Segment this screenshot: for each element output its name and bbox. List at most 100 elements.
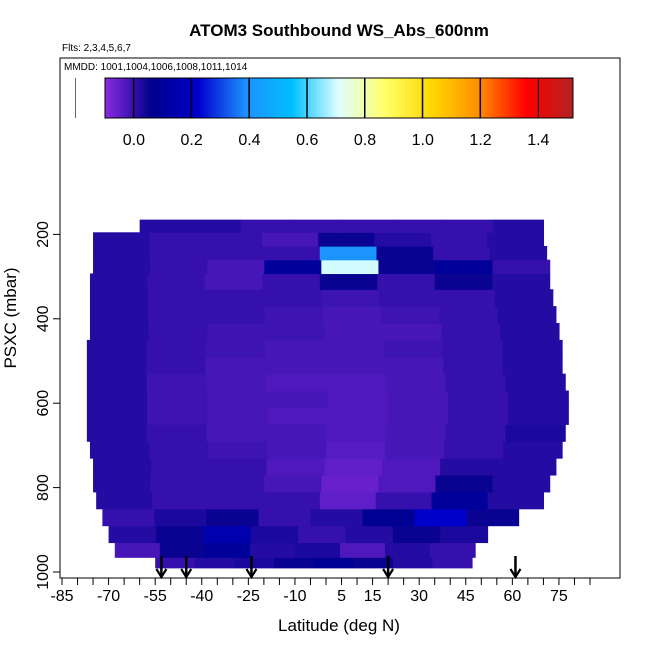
- heatmap-cell: [387, 407, 449, 425]
- heatmap-cell: [382, 458, 441, 476]
- heatmap-cell: [89, 306, 149, 324]
- heatmap-cell: [205, 339, 266, 358]
- heatmap-cell: [492, 219, 545, 233]
- heatmap-cell: [206, 373, 267, 392]
- heatmap-cell: [327, 390, 389, 409]
- heatmap-cell: [155, 525, 204, 544]
- heatmap-cell: [249, 542, 296, 558]
- heatmap-cell: [497, 306, 557, 324]
- x-axis-label: Latitude (deg N): [278, 616, 400, 635]
- heatmap-cell: [489, 246, 548, 261]
- heatmap-cell: [505, 424, 566, 442]
- heatmap-cell: [466, 508, 520, 527]
- heatmap-cell: [376, 246, 434, 261]
- heatmap-cell: [439, 306, 499, 324]
- heatmap-cell: [93, 232, 150, 247]
- heatmap-cell: [339, 542, 386, 558]
- heatmap-cell: [500, 323, 560, 341]
- x-tick-label: -10: [283, 588, 306, 605]
- heatmap-cell: [152, 491, 209, 510]
- y-axis-ticks: 200 400 600 800 1000: [35, 221, 60, 590]
- heatmap-cell: [207, 441, 268, 459]
- heatmap-cell: [502, 356, 563, 375]
- heatmap-cell: [93, 259, 151, 275]
- heatmap-cell: [155, 557, 196, 569]
- heatmap-cell: [203, 525, 252, 544]
- heatmap-cell: [263, 246, 321, 261]
- heatmap-cell: [383, 339, 444, 358]
- heatmap-cell: [89, 273, 149, 290]
- heatmap-cell: [206, 246, 264, 261]
- y-tick-label: 600: [35, 390, 52, 417]
- heatmap-cell: [310, 508, 364, 527]
- heatmap-cell: [265, 323, 326, 341]
- heatmap-cell: [102, 508, 155, 527]
- heatmap-cell: [503, 441, 563, 459]
- heatmap-cell: [447, 390, 509, 409]
- heatmap-cell: [433, 246, 491, 261]
- heatmap-cell: [147, 390, 208, 409]
- heatmap-cell: [93, 458, 152, 476]
- heatmap-cell: [434, 273, 493, 290]
- heatmap-cell: [324, 356, 385, 375]
- heatmap-cell: [440, 458, 499, 476]
- heatmap-cell: [150, 474, 208, 493]
- heatmap-cell: [440, 525, 489, 544]
- heatmap-cell: [146, 356, 207, 375]
- colorbar-tick-label: 0.8: [354, 132, 376, 149]
- y-tick-label: 800: [35, 474, 52, 501]
- heatmap-cell: [264, 474, 322, 493]
- heatmap-cell: [262, 273, 321, 290]
- heatmap-cell: [430, 232, 488, 247]
- heatmap-cell: [146, 424, 208, 442]
- y-axis-label: PSXC (mbar): [1, 267, 20, 368]
- heatmap-cell: [114, 542, 161, 558]
- heatmap-cell: [86, 373, 148, 392]
- heatmap-cell: [148, 323, 208, 341]
- heatmap-cell: [207, 474, 265, 493]
- heatmap-cell: [353, 557, 394, 569]
- heatmap-cell: [385, 441, 445, 459]
- x-tick-label: -40: [190, 588, 213, 605]
- heatmap-cell: [326, 373, 387, 392]
- heatmap-cell: [294, 542, 341, 558]
- heatmap-cell: [234, 557, 275, 569]
- heatmap-cell: [108, 525, 157, 544]
- heatmap-cell: [258, 508, 312, 527]
- heatmap-cell: [378, 474, 437, 493]
- heatmap-cell: [492, 474, 551, 493]
- x-tick-label: 30: [410, 588, 428, 605]
- heatmap-cell: [146, 373, 208, 392]
- colorbar-tick-label: 0.4: [238, 132, 260, 149]
- heatmap-cell: [205, 232, 263, 247]
- heatmap-cell: [266, 441, 327, 459]
- colorbar-tick-label: 1.2: [469, 132, 491, 149]
- heatmap-cell: [250, 525, 299, 544]
- heatmap-cell: [508, 407, 569, 425]
- flight-marker-head: [509, 568, 522, 580]
- colorbar-tick-label: 0.6: [296, 132, 318, 149]
- colorbar-ticks: 0.0 0.2 0.4 0.6 0.8 1.0 1.2 1.4: [75, 78, 550, 149]
- heatmap-cell: [240, 219, 292, 233]
- heatmap-cell: [147, 289, 207, 307]
- heatmap-cell: [443, 356, 504, 375]
- heatmap-cell: [147, 273, 206, 290]
- heatmap-cell: [385, 373, 447, 392]
- heatmap-cell: [435, 474, 494, 493]
- heatmap-cell: [86, 356, 147, 375]
- x-tick-label: -70: [97, 588, 120, 605]
- heatmap-cell: [267, 407, 329, 425]
- heatmap-cell: [379, 289, 438, 307]
- heatmap-cell: [443, 339, 504, 358]
- heatmap-cell: [324, 458, 383, 476]
- heatmap-cell: [341, 219, 393, 233]
- colorbar-tick-label: 0.0: [123, 132, 145, 149]
- heatmap-cell: [445, 424, 506, 442]
- heatmap-cell: [437, 289, 496, 307]
- heatmap-cell: [154, 508, 208, 527]
- heatmap-cell: [508, 390, 569, 409]
- heatmap-cell: [445, 373, 506, 392]
- heatmap-cell: [319, 273, 378, 290]
- heatmap-cell: [383, 356, 444, 375]
- heatmap-cell: [149, 246, 208, 261]
